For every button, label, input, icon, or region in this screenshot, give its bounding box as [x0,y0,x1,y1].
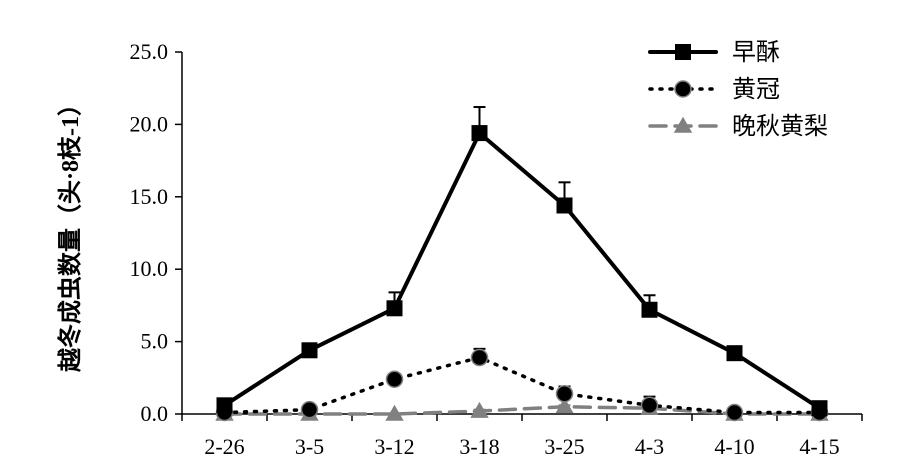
x-tick-label: 2-26 [204,434,244,459]
y-axis-title-group: 越冬成虫数量（头·8枝-1） [56,92,84,372]
series-line [222,355,822,415]
data-point [556,197,573,214]
x-tick-label: 3-18 [459,434,499,459]
y-tick-label: 5.0 [141,329,169,354]
data-point [555,397,574,414]
data-point [301,342,318,359]
series-line [222,131,822,411]
legend-marker [674,80,692,98]
x-tick-label: 3-5 [295,434,324,459]
y-ticks: 0.0 5.0 10.0 15.0 20.0 25.0 [130,39,182,426]
series-layer [215,106,829,422]
legend-label: 早酥 [732,39,780,66]
legend-label: 晚秋黄梨 [732,113,828,140]
y-tick-label: 20.0 [130,111,169,136]
series-1 [216,106,828,417]
data-point [470,401,489,418]
data-point [386,300,403,317]
y-tick-label: 15.0 [130,184,169,209]
x-ticks: 2-26 3-5 3-12 3-18 3-25 4-3 4-10 4-15 [181,414,863,459]
y-axis-title: 越冬成虫数量（头·8枝-1） [56,92,84,372]
data-point [725,403,744,422]
data-point [385,404,404,421]
y-tick-label: 0.0 [141,401,169,426]
series-line [222,405,822,416]
data-point [470,348,489,367]
legend-label: 黄冠 [732,76,780,103]
data-point [385,370,404,388]
x-tick-label: 3-25 [544,434,584,459]
data-point [811,400,828,417]
data-point [216,397,233,414]
x-tick-label: 4-10 [714,434,754,459]
y-tick-label: 25.0 [130,39,169,64]
x-tick-label: 4-3 [635,434,664,459]
data-point [726,345,743,362]
legend-marker [675,44,691,60]
data-point [555,384,574,403]
data-point [471,125,488,142]
data-point [641,301,658,318]
x-tick-label: 4-15 [799,434,839,459]
legend-marker [673,116,693,133]
data-point [640,396,659,415]
y-tick-label: 10.0 [130,256,169,281]
data-point [300,400,319,419]
x-tick-label: 3-12 [374,434,414,459]
